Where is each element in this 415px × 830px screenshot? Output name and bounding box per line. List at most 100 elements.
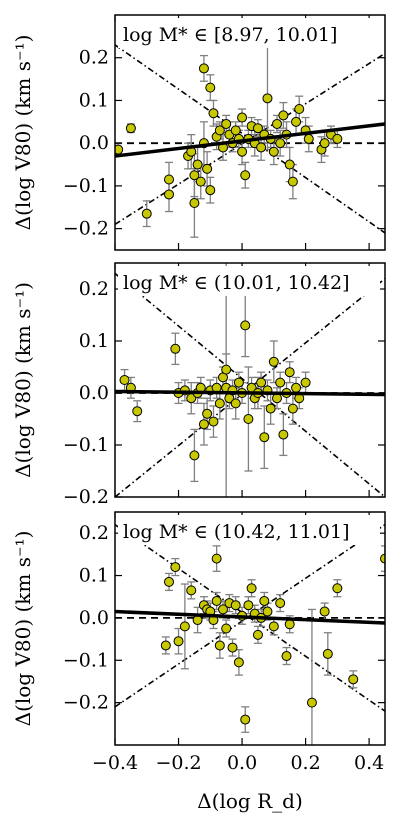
data-point (243, 414, 254, 424)
data-point (195, 176, 206, 187)
x-tick-label: 0.2 (290, 752, 320, 774)
data-point (221, 118, 232, 129)
data-point (262, 93, 273, 104)
data-point (230, 125, 241, 136)
data-point (230, 398, 241, 409)
panel-title-bg (118, 18, 380, 48)
data-point (243, 600, 254, 611)
data-point (125, 123, 136, 134)
y-tick-label: 0.2 (79, 278, 109, 300)
data-point (205, 185, 216, 196)
data-point (268, 356, 279, 367)
data-point (275, 138, 286, 149)
panel-title: log M* ∈ [8.97, 10.01] (123, 24, 337, 46)
data-point (214, 640, 225, 651)
panel-plot-area (115, 263, 385, 497)
data-point (202, 163, 213, 174)
data-point (300, 377, 311, 388)
data-point (256, 142, 267, 153)
fit-line (115, 389, 385, 397)
data-point (259, 595, 270, 606)
data-point (164, 576, 174, 587)
data-point (237, 146, 248, 157)
panel-frame (114, 262, 386, 498)
y-tick-label: 0.0 (79, 382, 109, 404)
data-point (294, 104, 305, 114)
x-axis-label: Δ(log R_d) (197, 789, 303, 813)
panel-plot-area (115, 44, 385, 238)
data-point (164, 189, 174, 200)
data-point (211, 595, 222, 606)
data-point (189, 198, 200, 208)
dashdot-line-2 (115, 277, 385, 497)
panel-plot-area (115, 524, 385, 745)
panel-frame (114, 14, 386, 251)
data-point (240, 170, 251, 181)
x-tick-label: 0.4 (354, 752, 384, 774)
data-point (278, 429, 289, 440)
data-point (252, 123, 263, 134)
data-point (291, 116, 302, 127)
data-point (246, 583, 257, 594)
data-point (278, 110, 289, 121)
y-tick-label: 0.2 (79, 47, 109, 69)
data-point (214, 125, 225, 136)
data-point (319, 606, 330, 617)
chart-panel-1: −0.2 −0.1 0.0 0.1 0.2 log M* ∈ [8.97, 10.01] Δ… (11, 14, 386, 251)
data-point (233, 377, 244, 388)
data-point (160, 640, 171, 651)
data-point (198, 419, 209, 430)
y-tick-label: 0.1 (79, 565, 109, 587)
data-point (237, 112, 248, 123)
y-axis-label: Δ(log V80) (km s⁻¹) (11, 35, 35, 231)
data-point (141, 208, 152, 219)
data-point (319, 138, 330, 149)
data-point (170, 343, 181, 354)
data-point (275, 377, 286, 388)
data-point (227, 642, 238, 653)
panel-frame (114, 511, 386, 746)
data-point (268, 146, 279, 157)
fit-line (115, 122, 385, 158)
data-point (233, 657, 244, 668)
y-tick-label: 0.1 (79, 330, 109, 352)
data-point (211, 553, 222, 564)
x-tick-label: 0.0 (227, 752, 257, 774)
data-point (170, 562, 181, 573)
y-tick-label: 0.0 (79, 607, 109, 629)
data-point (284, 159, 295, 170)
dashdot-line-1 (115, 272, 385, 497)
data-point (214, 398, 225, 409)
x-tick-label: −0.4 (92, 752, 138, 774)
data-point (287, 176, 298, 187)
data-point (284, 619, 295, 630)
y-tick-label: 0.2 (79, 522, 109, 544)
data-point (380, 553, 385, 564)
data-point (218, 604, 228, 615)
data-point (281, 651, 292, 662)
data-point (221, 364, 232, 375)
data-point (240, 320, 251, 331)
data-point (119, 375, 130, 385)
data-point (272, 118, 282, 129)
data-point (230, 600, 241, 611)
data-point (189, 450, 200, 461)
data-point (252, 629, 263, 640)
data-point (284, 367, 295, 378)
data-point (332, 133, 343, 144)
y-axis-label: Δ(log V80) (km s⁻¹) (11, 531, 35, 727)
data-point (259, 432, 270, 443)
fit-line (115, 609, 385, 625)
data-point (322, 648, 333, 659)
data-point (173, 636, 184, 647)
y-tick-label: −0.2 (63, 486, 109, 508)
panel-title: log M* ∈ (10.01, 10.42] (123, 272, 350, 294)
data-point (265, 403, 276, 414)
data-point (192, 159, 203, 170)
y-tick-label: −0.2 (63, 218, 109, 240)
data-point (205, 82, 216, 93)
panel-title-bg (118, 266, 380, 296)
data-point (268, 621, 279, 632)
data-point (240, 714, 251, 725)
chart-panel-2: −0.2 −0.1 0.0 0.1 0.2 log M* ∈ (10.01, 10.42]… (11, 262, 386, 508)
